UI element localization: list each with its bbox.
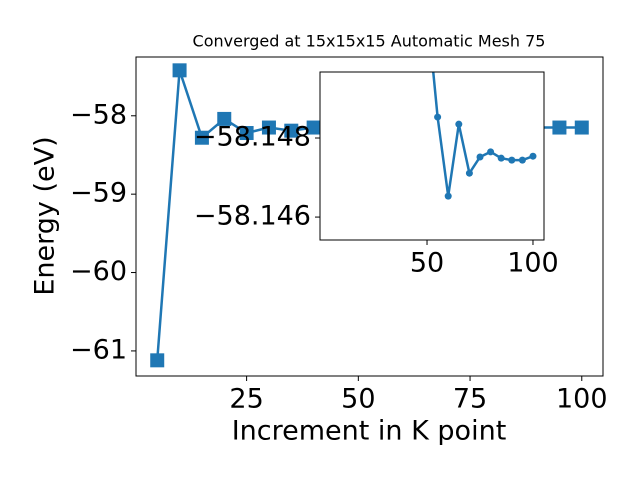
x-tick-label: 50 [341,384,375,415]
point [284,123,299,138]
point [476,153,484,161]
point [306,120,321,135]
axes-frame [319,71,545,241]
point [261,120,276,135]
point [455,120,463,128]
point [529,152,537,160]
point [465,169,473,177]
x-axis-label: Increment in K point [232,416,507,447]
plot-layer [424,4,537,200]
point [434,113,442,121]
axes-frame [135,56,604,377]
y-tick-label: −59 [70,178,127,209]
y-tick-label: −58 [70,99,127,130]
point [508,156,516,164]
point [552,120,567,135]
point [239,126,254,141]
point [444,192,452,200]
point [150,353,165,368]
point [217,111,232,126]
x-tick-label: 75 [453,384,487,415]
x-tick-label: 100 [507,248,559,279]
point [574,120,589,135]
x-tick-label: 50 [410,248,444,279]
chart-title: Converged at 15x15x15 Automatic Mesh 75 [193,32,546,51]
y-tick-label: −61 [70,334,127,365]
x-tick-label: 25 [229,384,263,415]
point [424,4,431,11]
y-tick-label: −60 [70,256,127,287]
point [194,130,209,145]
point [487,148,495,156]
x-tick-label: 100 [556,384,608,415]
y-tick-label: −58.148 [194,122,311,153]
plot-area [320,72,544,240]
y-axis-label: Energy (eV) [30,136,61,295]
point [518,156,526,164]
point [497,154,505,162]
y-tick-label: −58.146 [194,201,311,232]
point [172,63,187,78]
